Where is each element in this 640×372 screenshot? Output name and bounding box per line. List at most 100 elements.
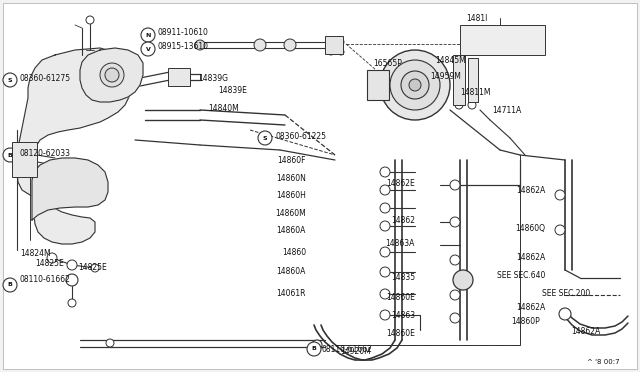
Bar (460, 25, 545, 55)
Text: S: S (262, 135, 268, 141)
Circle shape (380, 185, 390, 195)
Circle shape (390, 60, 440, 110)
Circle shape (141, 28, 155, 42)
Text: 14860N: 14860N (276, 173, 306, 183)
Circle shape (66, 274, 78, 286)
Text: 08110-61662: 08110-61662 (322, 344, 373, 353)
Circle shape (68, 299, 76, 307)
Text: SEE SEC.200: SEE SEC.200 (541, 289, 590, 298)
Circle shape (307, 342, 321, 356)
Circle shape (401, 71, 429, 99)
Circle shape (450, 180, 460, 190)
Circle shape (91, 264, 99, 272)
Circle shape (47, 253, 57, 263)
Text: 14860H: 14860H (276, 190, 306, 199)
Circle shape (258, 131, 272, 145)
Text: 14862A: 14862A (571, 327, 600, 337)
Circle shape (450, 313, 460, 323)
Circle shape (3, 73, 17, 87)
Circle shape (169, 79, 175, 85)
Circle shape (380, 50, 450, 120)
Bar (12, 142, 37, 177)
Circle shape (455, 101, 463, 109)
Text: ^ '8 00:7: ^ '8 00:7 (588, 359, 620, 365)
Text: 08360-61275: 08360-61275 (20, 74, 71, 83)
Circle shape (468, 101, 476, 109)
Circle shape (100, 63, 124, 87)
Text: 14839E: 14839E (218, 86, 247, 94)
Circle shape (106, 339, 114, 347)
Circle shape (380, 221, 390, 231)
Text: 14860A: 14860A (276, 267, 306, 276)
Text: 08911-10610: 08911-10610 (157, 28, 208, 36)
Circle shape (555, 225, 565, 235)
Circle shape (450, 255, 460, 265)
Text: 16565P: 16565P (373, 58, 402, 67)
Circle shape (312, 340, 322, 350)
Circle shape (254, 39, 266, 51)
Text: SEE SEC.640: SEE SEC.640 (497, 270, 545, 279)
Text: B: B (8, 153, 12, 157)
Circle shape (284, 39, 296, 51)
Circle shape (450, 217, 460, 227)
Circle shape (86, 16, 94, 24)
Circle shape (141, 42, 155, 56)
Text: 14862E: 14862E (387, 179, 415, 187)
Bar (367, 70, 389, 100)
Circle shape (195, 40, 205, 50)
Text: 14825E: 14825E (35, 259, 64, 267)
Text: 14860P: 14860P (511, 317, 540, 327)
Text: 14845M: 14845M (435, 55, 466, 64)
Polygon shape (32, 158, 108, 220)
Circle shape (183, 69, 189, 75)
Text: 08120-62033: 08120-62033 (20, 148, 71, 157)
Bar (325, 36, 343, 54)
Text: 14862A: 14862A (516, 304, 545, 312)
Text: 14840M: 14840M (208, 103, 239, 112)
Text: 14860F: 14860F (278, 155, 306, 164)
Text: N: N (145, 32, 150, 38)
Text: 08915-13610: 08915-13610 (157, 42, 208, 51)
Text: 14863A: 14863A (386, 238, 415, 247)
Circle shape (380, 203, 390, 213)
Circle shape (559, 308, 571, 320)
Circle shape (380, 167, 390, 177)
Text: 14839G: 14839G (198, 74, 228, 83)
Polygon shape (80, 48, 143, 102)
Text: 14860Q: 14860Q (515, 224, 545, 232)
Polygon shape (17, 48, 132, 244)
Text: 14860M: 14860M (275, 208, 306, 218)
Circle shape (169, 69, 175, 75)
Text: 14863: 14863 (391, 311, 415, 321)
Text: 14061R: 14061R (276, 289, 306, 298)
Text: S: S (8, 77, 12, 83)
Circle shape (380, 247, 390, 257)
Bar (453, 55, 465, 105)
Circle shape (3, 148, 17, 162)
Text: 14711A: 14711A (492, 106, 521, 115)
Circle shape (380, 289, 390, 299)
Text: 14824M: 14824M (20, 248, 51, 257)
Text: 14862: 14862 (391, 215, 415, 224)
Text: B: B (312, 346, 316, 352)
Bar (468, 58, 478, 102)
Text: B: B (8, 282, 12, 288)
Circle shape (380, 310, 390, 320)
Circle shape (450, 290, 460, 300)
Text: 14860E: 14860E (386, 330, 415, 339)
Bar (335, 155, 520, 345)
Circle shape (409, 79, 421, 91)
Text: 14835: 14835 (391, 273, 415, 282)
Text: 08360-61225: 08360-61225 (275, 131, 326, 141)
Text: V: V (145, 46, 150, 51)
Circle shape (3, 278, 17, 292)
Text: 14811M: 14811M (460, 87, 490, 96)
Text: 14959M: 14959M (430, 71, 461, 80)
Text: 14860A: 14860A (276, 225, 306, 234)
Text: 14862A: 14862A (516, 253, 545, 263)
Bar (335, 155, 520, 345)
Text: 1481I: 1481I (466, 13, 488, 22)
Circle shape (328, 49, 334, 55)
Text: 14825E: 14825E (78, 263, 107, 273)
Circle shape (183, 79, 189, 85)
